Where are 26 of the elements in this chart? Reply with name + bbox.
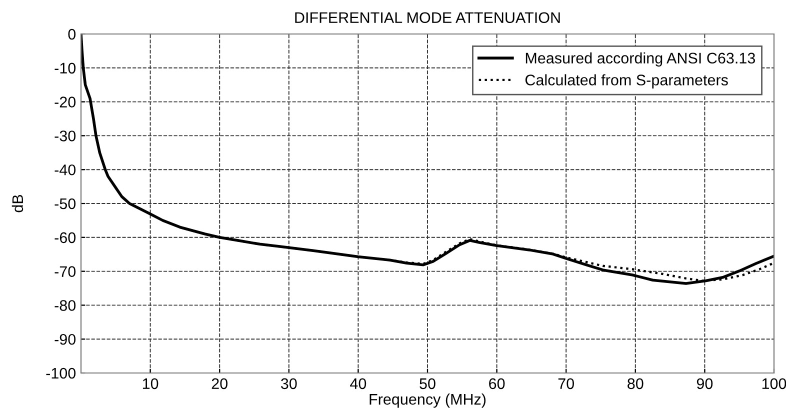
y-tick-label: -90	[54, 334, 76, 345]
y-axis-title: dB	[12, 194, 24, 212]
y-tick-label: -40	[54, 164, 76, 176]
x-tick-label: 100	[762, 378, 786, 390]
x-tick-label: 60	[489, 378, 505, 390]
x-axis-title: Frequency (MHz)	[370, 393, 486, 408]
y-tick-label: -10	[54, 62, 76, 74]
x-tick-label: 90	[696, 378, 713, 390]
y-tick-label: -60	[54, 232, 76, 244]
legend-label: Measured according ANSI C63.13	[526, 52, 756, 67]
x-tick-label: 50	[420, 378, 436, 390]
x-tick-label: 10	[142, 378, 158, 390]
y-tick-label: 0	[68, 28, 76, 40]
y-tick-label: -30	[54, 130, 76, 142]
x-tick-label: 40	[350, 378, 366, 390]
chart-title: DIFFERENTIAL MODE ATTENUATION	[295, 12, 560, 24]
y-tick-label: -80	[54, 300, 76, 311]
x-tick-label: 70	[558, 378, 574, 390]
y-tick-label: -20	[54, 96, 76, 108]
y-tick-label: -100	[46, 368, 76, 379]
y-tick-label: -50	[54, 198, 76, 210]
x-tick-label: 20	[212, 378, 228, 390]
legend-label: Calculated from S-parameters	[525, 74, 728, 88]
x-tick-label: 80	[628, 378, 644, 390]
y-tick-label: -70	[54, 266, 76, 277]
x-tick-label: 30	[280, 378, 297, 390]
